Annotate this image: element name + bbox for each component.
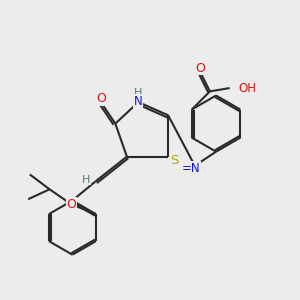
Text: =N: =N [182,162,201,175]
Text: O: O [66,198,76,211]
Text: H: H [134,88,142,98]
Text: N: N [134,95,143,108]
Text: OH: OH [238,82,256,94]
Text: O: O [97,92,106,105]
Text: H: H [82,175,90,185]
Text: O: O [195,62,205,75]
Text: S: S [170,154,178,167]
